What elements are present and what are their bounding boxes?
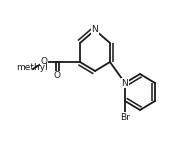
- Text: N: N: [92, 25, 98, 34]
- Text: methyl: methyl: [16, 63, 48, 73]
- Text: O: O: [53, 71, 61, 81]
- Text: N: N: [122, 78, 128, 87]
- Text: Br: Br: [120, 112, 130, 122]
- Text: O: O: [40, 58, 48, 66]
